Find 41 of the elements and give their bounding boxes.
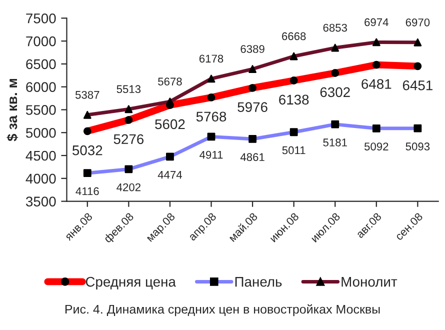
data-label: 6138 <box>279 94 309 105</box>
data-label: 6389 <box>240 45 264 53</box>
data-label: 5011 <box>282 146 306 154</box>
data-label: 4474 <box>158 171 182 179</box>
data-label: 5513 <box>116 85 141 94</box>
data-label: 4116 <box>76 187 99 196</box>
data-label: 5093 <box>406 142 430 150</box>
data-label: 4202 <box>116 183 140 192</box>
y-tick-label: 5000 <box>26 128 56 138</box>
data-label: 6853 <box>323 24 347 32</box>
data-label: 5387 <box>75 90 100 99</box>
data-label: 5092 <box>364 142 388 150</box>
y-tick-label: 4500 <box>26 150 56 161</box>
data-label: 6481 <box>362 79 392 89</box>
data-label: 5602 <box>155 119 185 130</box>
y-tick-label: 4000 <box>26 174 56 184</box>
data-label: 5276 <box>114 134 144 144</box>
y-tick-label: 6000 <box>26 82 56 92</box>
data-label: 5032 <box>72 145 102 156</box>
legend-label: Средняя цена <box>86 276 176 290</box>
data-label: 6451 <box>402 80 432 90</box>
data-label: 4911 <box>200 150 223 159</box>
data-label: 5678 <box>158 78 182 86</box>
data-label: 6974 <box>364 18 388 26</box>
data-label: 5768 <box>196 112 226 122</box>
data-label: 6302 <box>320 87 350 98</box>
data-label: 5976 <box>238 102 268 112</box>
legend-label: Панель <box>235 277 282 287</box>
legend-label: Монолит <box>342 277 398 287</box>
data-label: 6970 <box>406 18 430 26</box>
y-tick-label: 3500 <box>26 196 56 206</box>
data-label: 6668 <box>282 32 306 40</box>
y-tick-label: 7500 <box>26 13 56 24</box>
y-tick-label: 7000 <box>26 36 56 46</box>
text: Рис. 4. Динамика средних цен в новостройках Москвы <box>65 304 380 316</box>
data-label: 6178 <box>199 54 224 63</box>
data-label: 4861 <box>240 153 264 162</box>
data-label: 5181 <box>323 138 347 146</box>
y-tick-label: 6500 <box>26 59 56 70</box>
y-axis-title: $ за кв. м <box>6 79 18 142</box>
y-tick-label: 5500 <box>26 105 56 115</box>
